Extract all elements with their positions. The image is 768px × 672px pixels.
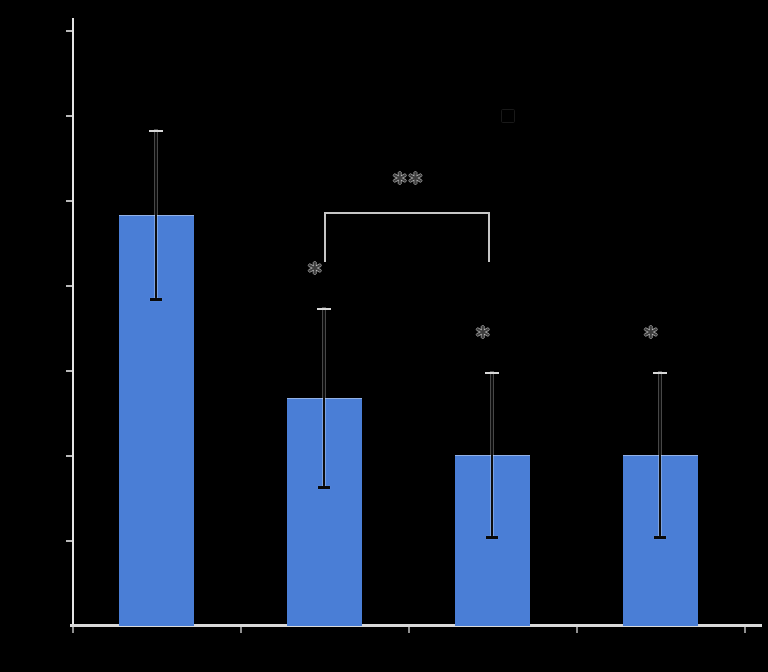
error-bar	[323, 307, 325, 489]
x-axis-line	[70, 624, 762, 627]
x-axis-tick	[576, 627, 578, 633]
sig-bracket-label: **	[393, 168, 425, 198]
x-axis-tick	[408, 627, 410, 633]
error-bar-bottom-cap	[318, 486, 330, 490]
error-bar-top-cap	[149, 130, 163, 133]
x-axis-tick	[240, 627, 242, 633]
significance-asterisk: *	[644, 321, 658, 352]
error-bar-bottom-cap	[654, 536, 666, 540]
sig-bracket-right-leg	[488, 212, 490, 262]
error-bar	[155, 130, 157, 301]
y-axis-tick	[66, 285, 72, 287]
significance-asterisk: *	[476, 321, 490, 352]
y-axis-tick	[66, 115, 72, 117]
significance-asterisk: *	[308, 257, 322, 288]
error-bar-top-cap	[653, 371, 667, 374]
error-bar	[659, 371, 661, 539]
y-axis-tick	[66, 370, 72, 372]
x-axis-tick	[744, 627, 746, 633]
error-bar-top-cap	[317, 307, 331, 310]
y-axis-line	[72, 18, 74, 627]
legend	[502, 110, 520, 122]
y-axis-tick	[66, 30, 72, 32]
y-axis-tick	[66, 455, 72, 457]
x-axis-tick	[72, 627, 74, 633]
error-bar	[491, 371, 493, 539]
error-bar-bottom-cap	[486, 536, 498, 540]
error-bar-top-cap	[485, 371, 499, 374]
sig-bracket-left-leg	[324, 212, 326, 262]
error-bar-bottom-cap	[150, 298, 162, 302]
y-axis-tick	[66, 540, 72, 542]
sig-bracket-horizontal	[324, 212, 488, 214]
y-axis-tick	[66, 200, 72, 202]
legend-swatch-icon	[502, 110, 514, 122]
